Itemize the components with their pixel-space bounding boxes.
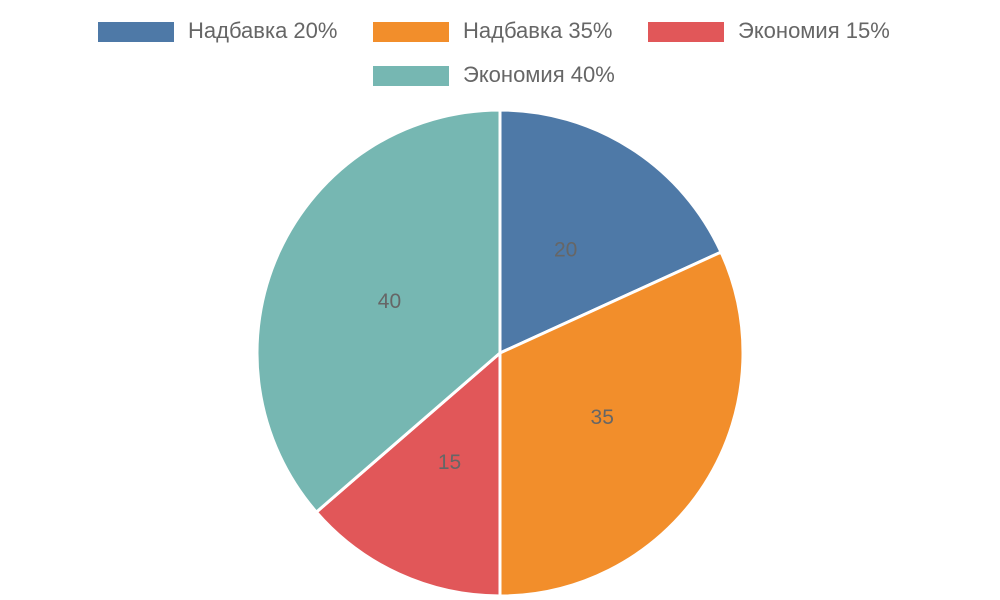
slice-label: 35 bbox=[591, 406, 614, 429]
slice-label: 20 bbox=[554, 238, 577, 261]
slice-label: 15 bbox=[438, 451, 461, 474]
legend-swatch bbox=[98, 22, 174, 42]
legend-swatch bbox=[648, 22, 724, 42]
legend-swatch bbox=[373, 22, 449, 42]
pie-slice bbox=[255, 108, 502, 515]
legend-label: Надбавка 35% bbox=[463, 18, 612, 43]
pie-slice bbox=[498, 250, 745, 598]
legend-swatch bbox=[373, 66, 449, 86]
legend-label: Экономия 15% bbox=[738, 18, 890, 43]
pie-slice bbox=[498, 108, 724, 356]
legend-label: Надбавка 20% bbox=[188, 18, 337, 43]
slice-label: 40 bbox=[378, 290, 401, 313]
pie-slice bbox=[314, 349, 502, 598]
legend-label: Экономия 40% bbox=[463, 62, 615, 87]
